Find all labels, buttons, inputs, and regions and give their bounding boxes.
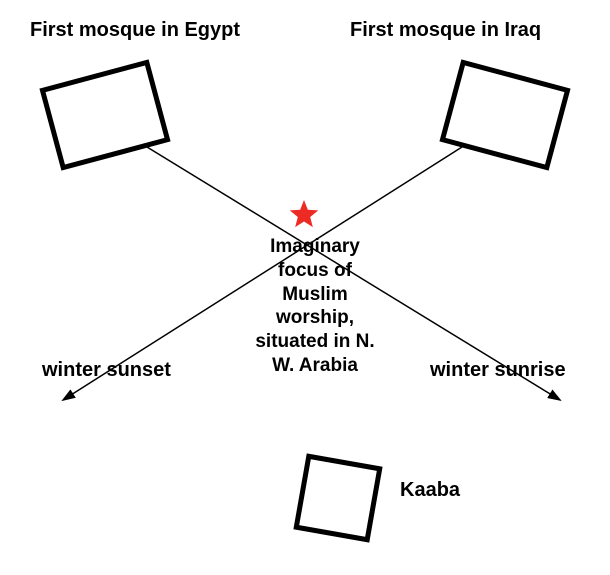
label-iraq: First mosque in Iraq xyxy=(350,18,541,42)
egypt-mosque-box xyxy=(42,62,167,167)
label-egypt: First mosque in Egypt xyxy=(30,18,240,42)
label-center: Imaginary focus of Muslim worship, situa… xyxy=(245,235,385,378)
label-sunrise: winter sunrise xyxy=(430,358,566,382)
focus-star-icon xyxy=(290,200,319,227)
iraq-mosque-box xyxy=(442,62,567,167)
kaaba-box xyxy=(296,456,379,539)
label-sunset: winter sunset xyxy=(42,358,171,382)
label-kaaba: Kaaba xyxy=(400,478,460,502)
